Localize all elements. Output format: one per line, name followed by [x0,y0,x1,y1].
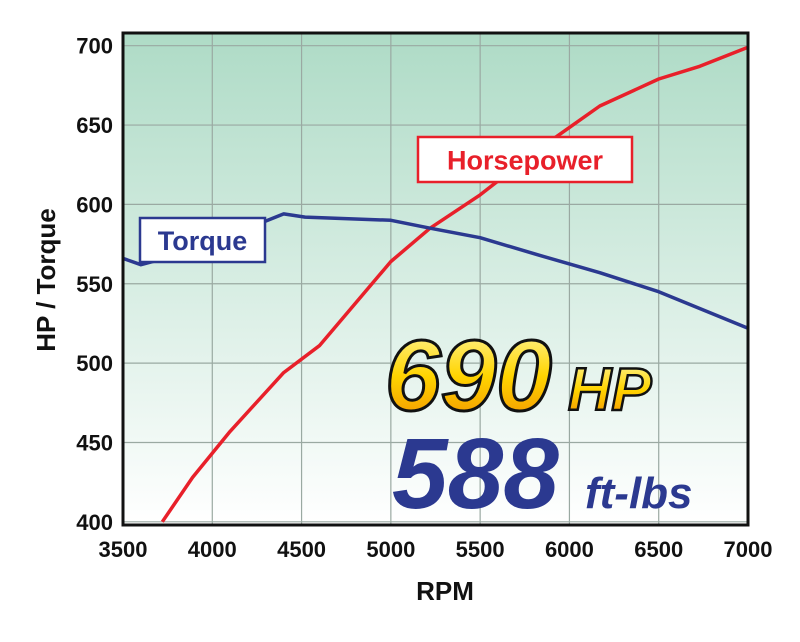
x-tick-label: 4500 [277,537,326,562]
y-tick-label: 550 [76,272,113,297]
x-tick-label: 6500 [634,537,683,562]
x-tick-label: 3500 [99,537,148,562]
x-tick-label: 6000 [545,537,594,562]
plot-border [121,31,750,527]
x-axis-label: RPM [416,576,474,606]
annotation: ft-lbs [585,469,693,518]
x-tick-label: 4000 [188,537,237,562]
x-tick-label: 5000 [366,537,415,562]
y-tick-label: 450 [76,430,113,455]
annotation: 588 [392,418,559,530]
legend-box [138,216,267,264]
legend-label: Horsepower [447,146,604,176]
y-tick-label: 500 [76,351,113,376]
x-tick-label: 5500 [456,537,505,562]
x-tick-label: 7000 [724,537,773,562]
y-tick-label: 400 [76,510,113,535]
y-tick-label: 700 [76,34,113,59]
legend-box [416,135,634,184]
legend-label: Torque [158,226,248,256]
y-tick-label: 650 [76,113,113,138]
y-axis-label: HP / Torque [31,208,61,352]
y-tick-label: 600 [76,192,113,217]
annotation: HP [568,356,652,423]
annotation: 690 [385,320,552,432]
